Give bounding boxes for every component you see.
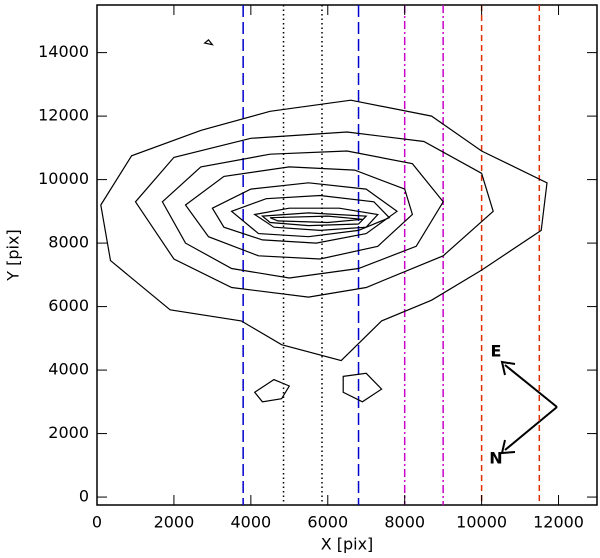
x-axis-label: X [pix] bbox=[321, 535, 374, 554]
x-tick-label: 2000 bbox=[154, 513, 195, 532]
contour-line bbox=[342, 372, 383, 403]
compass-arrow bbox=[504, 406, 558, 451]
x-tick-label: 12000 bbox=[533, 513, 584, 532]
y-tick-label: 6000 bbox=[48, 296, 89, 315]
arrow-head bbox=[500, 439, 516, 455]
x-tick-label: 6000 bbox=[307, 513, 348, 532]
contour-line bbox=[161, 150, 444, 279]
contour-line bbox=[184, 166, 414, 260]
x-tick-label: 4000 bbox=[230, 513, 271, 532]
contour-line bbox=[203, 39, 214, 46]
compass-label: E bbox=[491, 342, 502, 361]
contour-line bbox=[134, 131, 494, 298]
contour-line bbox=[100, 99, 548, 362]
contour-line bbox=[260, 212, 368, 227]
y-tick-label: 8000 bbox=[48, 233, 89, 252]
x-tick-label: 0 bbox=[92, 513, 102, 532]
y-tick-label: 4000 bbox=[48, 360, 89, 379]
compass-arrow bbox=[504, 364, 558, 408]
y-tick-label: 2000 bbox=[48, 423, 89, 442]
contour-line bbox=[253, 378, 291, 403]
y-tick-label: 14000 bbox=[38, 42, 89, 61]
contour-line bbox=[269, 215, 363, 224]
contour-line bbox=[211, 182, 399, 244]
y-tick-label: 10000 bbox=[38, 169, 89, 188]
compass: E N bbox=[489, 342, 558, 468]
x-tick-label: 10000 bbox=[456, 513, 507, 532]
y-axis-label: Y [pix] bbox=[4, 229, 23, 281]
y-tick-label: 0 bbox=[79, 487, 89, 506]
plot-frame bbox=[96, 4, 598, 506]
y-tick-label: 12000 bbox=[38, 106, 89, 125]
compass-label: N bbox=[489, 449, 502, 468]
contour-line bbox=[253, 207, 379, 232]
contour-line bbox=[230, 194, 391, 238]
arrow-head bbox=[500, 360, 516, 376]
x-tick-label: 8000 bbox=[384, 513, 425, 532]
